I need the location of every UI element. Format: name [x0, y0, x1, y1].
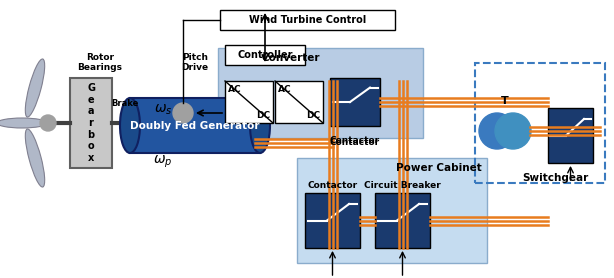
Ellipse shape: [25, 59, 45, 117]
FancyBboxPatch shape: [330, 78, 380, 126]
FancyBboxPatch shape: [220, 10, 395, 30]
Text: AC: AC: [228, 85, 242, 93]
Circle shape: [495, 113, 531, 149]
Text: DC: DC: [306, 110, 320, 120]
Text: Controller: Controller: [237, 50, 293, 60]
Text: AC: AC: [278, 85, 292, 93]
Text: Pitch
Drive: Pitch Drive: [182, 53, 209, 72]
Circle shape: [479, 113, 515, 149]
Ellipse shape: [120, 98, 140, 153]
Text: Switchgear: Switchgear: [522, 173, 588, 183]
Text: $\omega_p$: $\omega_p$: [154, 154, 173, 170]
Circle shape: [173, 103, 193, 123]
Text: Power Cabinet: Power Cabinet: [396, 163, 482, 173]
FancyBboxPatch shape: [130, 98, 260, 153]
FancyBboxPatch shape: [275, 81, 323, 123]
Text: Wind Turbine Control: Wind Turbine Control: [249, 15, 366, 25]
Text: Contactor: Contactor: [308, 181, 357, 190]
Text: $\omega_s$: $\omega_s$: [154, 103, 173, 117]
FancyBboxPatch shape: [548, 108, 593, 163]
FancyBboxPatch shape: [305, 193, 360, 248]
FancyBboxPatch shape: [70, 78, 112, 168]
Text: Contactor: Contactor: [330, 138, 380, 147]
Ellipse shape: [250, 98, 270, 153]
FancyBboxPatch shape: [375, 193, 430, 248]
Text: DC: DC: [256, 110, 270, 120]
Circle shape: [40, 115, 56, 131]
Text: T: T: [501, 96, 509, 106]
Text: Converter: Converter: [261, 53, 320, 63]
Ellipse shape: [25, 129, 45, 187]
FancyBboxPatch shape: [218, 48, 423, 138]
FancyBboxPatch shape: [297, 158, 487, 263]
FancyBboxPatch shape: [225, 81, 273, 123]
Text: G
e
a
r
b
o
x: G e a r b o x: [87, 83, 95, 163]
Text: Contactor: Contactor: [330, 136, 380, 145]
Text: Brake: Brake: [111, 99, 139, 108]
FancyBboxPatch shape: [120, 113, 130, 133]
Text: Rotor
Bearings: Rotor Bearings: [77, 53, 123, 72]
Ellipse shape: [0, 118, 47, 128]
Text: Circuit Breaker: Circuit Breaker: [364, 181, 441, 190]
Text: Doubly Fed Generator: Doubly Fed Generator: [130, 120, 260, 130]
FancyBboxPatch shape: [225, 45, 305, 65]
